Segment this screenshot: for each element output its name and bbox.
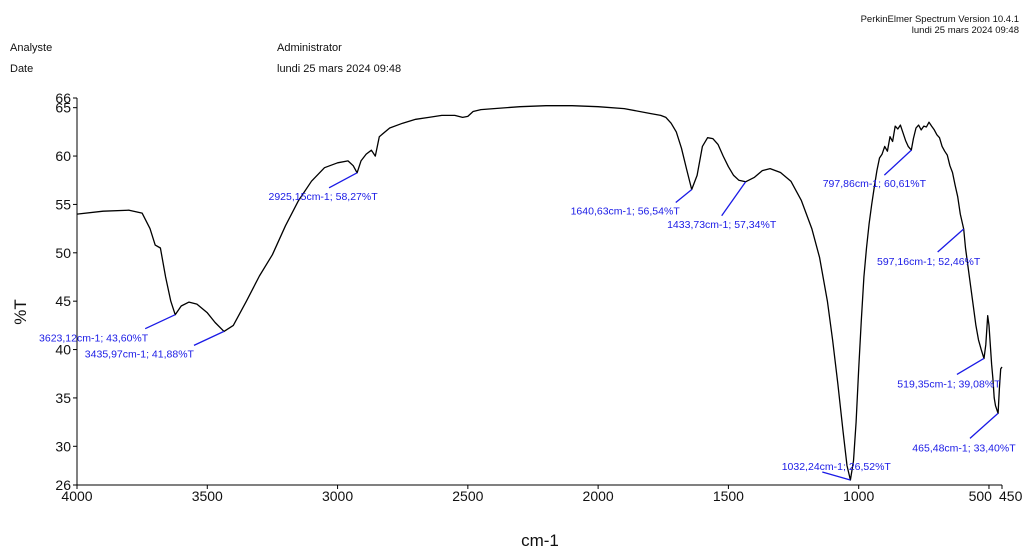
spectrum-series — [76, 105, 1003, 481]
y-tick-label: 35 — [55, 390, 71, 406]
y-tick-label: 45 — [55, 293, 71, 309]
software-info: PerkinElmer Spectrum Version 10.4.1 lund… — [861, 14, 1019, 36]
x-axis-label: cm-1 — [521, 531, 559, 550]
y-tick-label: 40 — [55, 342, 71, 358]
peak-label: 1433,73cm-1; 57,34%T — [667, 219, 777, 231]
x-tick-label: 3500 — [192, 488, 223, 504]
y-tick-label: 26 — [55, 477, 71, 493]
peak-marker-line — [193, 330, 225, 346]
peak-label: 1032,24cm-1; 26,52%T — [782, 461, 892, 473]
peak-label: 2925,15cm-1; 58,27%T — [268, 191, 378, 203]
x-tick-label: 450 — [999, 488, 1023, 504]
peak-label: 597,16cm-1; 52,46%T — [877, 256, 981, 268]
x-tick-label: 500 — [969, 488, 993, 504]
x-tick-label: 3000 — [322, 488, 353, 504]
peak-label: 1640,63cm-1; 56,54%T — [571, 206, 681, 218]
peak-marker-line — [328, 172, 358, 189]
peak-marker-line — [822, 471, 851, 481]
x-tick-label: 1000 — [843, 488, 874, 504]
peak-marker-line — [675, 189, 693, 204]
peak-marker-line — [969, 412, 999, 439]
peak-annotations: 3623,12cm-1; 43,60%T 3435,97cm-1; 41,88%T… — [39, 149, 1016, 481]
peak-marker-line — [883, 149, 912, 176]
date-label: Date — [10, 63, 34, 75]
software-date: lundi 25 mars 2024 09:48 — [911, 25, 1019, 36]
y-tick-label: 30 — [55, 438, 71, 454]
y-tick-label: 66 — [55, 90, 71, 106]
date-value: lundi 25 mars 2024 09:48 — [277, 63, 402, 75]
y-tick-label: 65 — [55, 100, 71, 116]
chart-axes — [76, 98, 1002, 486]
x-tick-label: 2500 — [452, 488, 483, 504]
x-tick-label: 2000 — [583, 488, 614, 504]
peak-label: 797,86cm-1; 60,61%T — [823, 178, 927, 190]
peak-label: 465,48cm-1; 33,40%T — [912, 442, 1016, 454]
peak-label: 3435,97cm-1; 41,88%T — [85, 348, 195, 360]
peak-marker-line — [144, 314, 176, 330]
peak-marker-line — [956, 357, 985, 376]
y-tick-label: 50 — [55, 245, 71, 261]
software-version: PerkinElmer Spectrum Version 10.4.1 — [860, 14, 1019, 25]
spectrum-line — [76, 105, 1003, 481]
x-tick-label: 1500 — [713, 488, 744, 504]
peak-label: 519,35cm-1; 39,08%T — [897, 378, 1001, 390]
y-tick-label: 60 — [55, 148, 71, 164]
peak-marker-line — [721, 181, 747, 217]
analyst-value: Administrator — [277, 42, 342, 54]
peak-label: 3623,12cm-1; 43,60%T — [39, 333, 149, 345]
analyst-label: Analyste — [10, 42, 53, 54]
x-tick-label: 4000 — [61, 488, 92, 504]
peak-marker-line — [937, 228, 965, 253]
y-axis-label: %T — [11, 299, 30, 325]
y-tick-label: 55 — [55, 196, 71, 212]
